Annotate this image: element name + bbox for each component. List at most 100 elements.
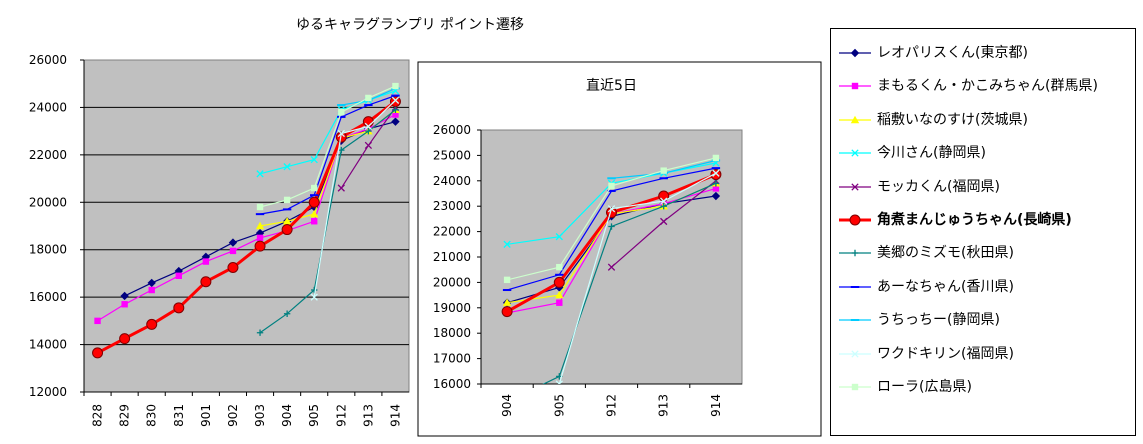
data-point: [503, 276, 511, 284]
legend-entry: まもるくん・かこみちゃん(群馬県): [837, 71, 1133, 101]
x-tick-label: 901: [199, 404, 213, 427]
data-point: [338, 108, 345, 116]
data-point: [175, 272, 182, 279]
legend-entry: あーなちゃん(香川県): [837, 272, 1133, 302]
y-tick-label: 16000: [29, 290, 67, 304]
chart-title: ゆるキャラグランプリ ポイント遷移: [295, 17, 525, 33]
y-tick-label: 20000: [433, 275, 471, 289]
data-point: [256, 234, 264, 242]
legend-marker: [851, 250, 859, 257]
data-point: [660, 217, 668, 226]
legend-marker: [851, 383, 859, 391]
legend-entry: ワクドキリン(福岡県): [837, 339, 1133, 369]
data-point: [555, 233, 563, 241]
legend-marker: [850, 115, 860, 123]
data-point: [146, 318, 158, 330]
y-tick-label: 18000: [433, 326, 471, 340]
series-line: [313, 99, 396, 298]
data-point: [282, 217, 292, 225]
data-point: [311, 286, 318, 294]
data-point: [389, 96, 401, 107]
data-point: [556, 263, 563, 271]
data-point: [256, 170, 264, 178]
y-tick-label: 21000: [433, 250, 471, 264]
x-tick-label: 902: [226, 404, 240, 427]
x-tick-label: 904: [500, 394, 514, 417]
data-point: [501, 306, 513, 318]
data-point: [148, 286, 155, 294]
y-tick-label: 19000: [433, 301, 471, 315]
data-point: [660, 197, 668, 205]
y-tick-label: 17000: [433, 352, 471, 366]
data-point: [255, 221, 265, 230]
inset-chart-title: 直近5日: [586, 77, 637, 94]
legend-swatch: [839, 319, 871, 322]
data-point: [311, 184, 318, 192]
data-point: [392, 111, 399, 118]
data-point: [711, 191, 721, 201]
data-point: [712, 154, 720, 162]
data-point: [173, 302, 185, 314]
x-tick-label: 914: [388, 404, 402, 427]
legend-label: 稲敷いなのすけ(茨城県): [877, 111, 1028, 128]
legend-label: 美郷のミズモ(秋田県): [877, 245, 1014, 262]
data-point: [553, 276, 565, 288]
data-point: [310, 209, 319, 218]
y-tick-label: 22000: [433, 225, 471, 239]
data-point: [660, 203, 667, 210]
data-point: [502, 298, 512, 306]
legend-marker: [851, 83, 859, 90]
series-line: [259, 95, 396, 215]
legend-label: ワクドキリン(福岡県): [877, 345, 1014, 362]
legend-swatch: [839, 383, 871, 391]
legend-entry: 今川さん(静岡県): [837, 138, 1133, 168]
data-point: [392, 106, 399, 113]
series-line: [259, 109, 396, 334]
data-point: [712, 180, 720, 187]
data-point: [310, 155, 318, 164]
data-point: [256, 329, 264, 336]
legend-label: ローラ(広島県): [877, 379, 972, 395]
y-tick-label: 24000: [29, 100, 67, 114]
x-tick-label: 913: [657, 394, 671, 417]
data-point: [710, 168, 722, 180]
data-point: [556, 299, 563, 306]
legend-entry: レオパリスくん(東京都): [837, 38, 1133, 68]
x-tick-label: 828: [91, 404, 105, 427]
data-point: [391, 117, 400, 126]
legend-label: まもるくん・かこみちゃん(群馬県): [877, 78, 1098, 95]
x-tick-label: 831: [172, 404, 186, 427]
data-point: [229, 247, 237, 255]
data-point: [338, 146, 345, 154]
legend-swatch: [839, 83, 871, 90]
chart-area: 12000 14000 16000 18000 20000 22000 24000 26000…: [29, 53, 822, 437]
legend-swatch: [839, 349, 871, 358]
data-point: [120, 291, 129, 301]
data-point: [281, 224, 293, 236]
x-tick-label: 913: [361, 404, 375, 427]
data-point: [121, 301, 128, 308]
x-tick-label: 830: [145, 404, 159, 427]
data-point: [311, 218, 318, 225]
legend-entry: モッカくん(福岡県): [837, 172, 1133, 202]
data-point: [94, 317, 101, 325]
y-tick-label: 12000: [29, 385, 67, 399]
x-tick-label: 914: [709, 394, 723, 417]
legend-label: うちっちー(静岡県): [877, 312, 1000, 329]
legend-swatch: [839, 115, 871, 123]
legend-marker: [849, 214, 861, 226]
y-tick-label: 26000: [29, 53, 67, 67]
data-point: [712, 185, 720, 192]
legend-entry: うちっちー(静岡県): [837, 305, 1133, 335]
x-tick-label: 903: [253, 404, 267, 427]
legend-swatch: [839, 182, 871, 191]
legend-swatch: [839, 250, 871, 257]
data-point: [92, 347, 104, 359]
y-tick-label: 16000: [433, 377, 471, 391]
legend-entry: 稲敷いなのすけ(茨城県): [837, 105, 1133, 135]
legend-label: モッカくん(福岡県): [877, 178, 1000, 195]
data-point: [607, 205, 616, 213]
legend-marker: [850, 48, 860, 58]
legend-swatch: [839, 48, 871, 58]
legend-entry: ローラ(広島県): [837, 372, 1133, 402]
